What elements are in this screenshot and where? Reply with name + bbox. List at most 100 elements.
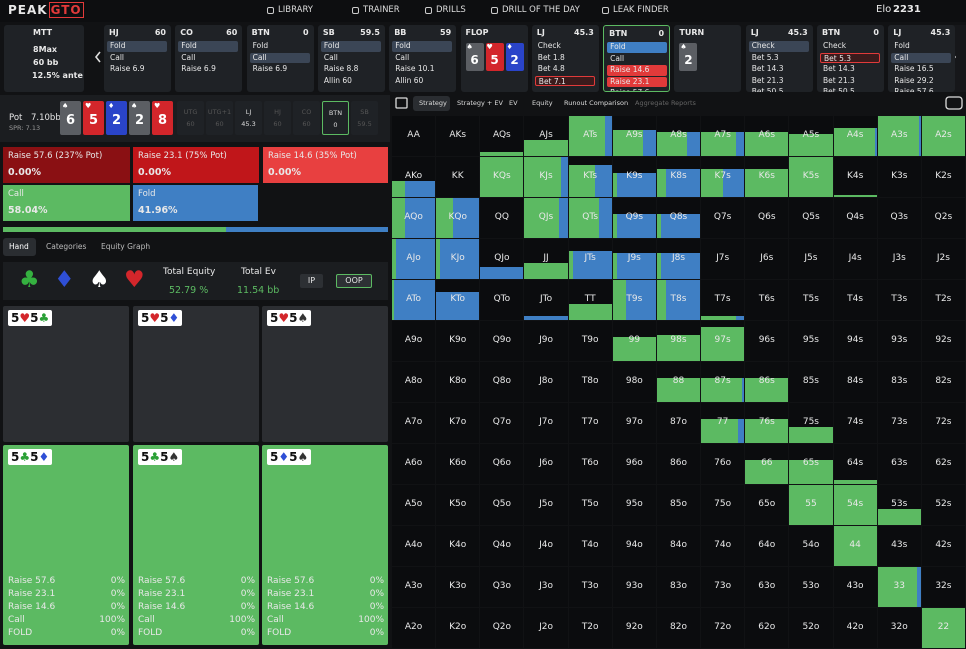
hand-cell[interactable]: K3s <box>877 157 921 197</box>
hand-cell[interactable]: 95s <box>789 321 833 361</box>
hand-cell[interactable]: 52o <box>789 608 833 648</box>
hand-cell[interactable]: K9s <box>612 157 656 197</box>
hand-cell[interactable]: J3o <box>524 567 568 607</box>
hand-cell[interactable]: 98o <box>612 362 656 402</box>
hand-cell[interactable]: J8o <box>524 362 568 402</box>
nav-link[interactable]: TRAINER <box>363 5 400 15</box>
hand-cell[interactable]: T6s <box>745 280 789 320</box>
hand-cell[interactable]: AQs <box>480 116 524 156</box>
hand-cell[interactable]: J6s <box>745 239 789 279</box>
action[interactable]: Bet 4.8 <box>537 64 565 73</box>
hand-cell[interactable]: Q9s <box>612 198 656 238</box>
hand-cell[interactable]: K5o <box>436 485 480 525</box>
hand-cell[interactable]: A6s <box>745 116 789 156</box>
position-button[interactable]: OOP <box>336 274 372 288</box>
hand-cell[interactable]: 65o <box>745 485 789 525</box>
nav-link[interactable]: DRILLS <box>436 5 466 15</box>
hand-cell[interactable]: K7s <box>701 157 745 197</box>
action-card[interactable]: BTN 0 Fold Call Raise 6.9 <box>246 25 314 92</box>
view-tab[interactable]: Strategy + EV <box>457 99 503 107</box>
hand-cell[interactable]: T2s <box>921 280 965 320</box>
hand-cell[interactable]: T4s <box>833 280 877 320</box>
hand-cell[interactable]: A8o <box>392 362 436 402</box>
hand-cell[interactable]: T7s <box>701 280 745 320</box>
hand-cell[interactable]: QTo <box>480 280 524 320</box>
hand-cell[interactable]: 97o <box>612 403 656 443</box>
hand-cell[interactable]: 42o <box>833 608 877 648</box>
hand-cell[interactable]: 33 <box>877 567 921 607</box>
hand-cell[interactable]: Q5s <box>789 198 833 238</box>
hand-cell[interactable]: 63o <box>745 567 789 607</box>
hand-cell[interactable]: 74o <box>701 526 745 566</box>
action[interactable]: Allin 60 <box>395 75 424 85</box>
action[interactable]: Bet 7.1 <box>534 75 595 86</box>
action[interactable]: Bet 5.3 <box>751 52 779 62</box>
action[interactable]: Raise 57.6 <box>894 87 934 92</box>
hand-cell[interactable]: 22 <box>921 608 965 648</box>
hand-cell[interactable]: 65s <box>789 444 833 484</box>
hand-cell[interactable]: ATo <box>392 280 436 320</box>
hand-cell[interactable]: KTo <box>436 280 480 320</box>
hand-cell[interactable]: A3s <box>877 116 921 156</box>
tab[interactable]: Categories <box>46 242 87 251</box>
suit-filter[interactable]: ♠ <box>89 267 110 293</box>
hand-cell[interactable]: K2o <box>436 608 480 648</box>
hand-cell[interactable]: Q9o <box>480 321 524 361</box>
hand-cell[interactable]: K8o <box>436 362 480 402</box>
action[interactable]: Call <box>395 52 410 62</box>
tab[interactable]: Hand <box>9 242 29 251</box>
hand-cell[interactable]: 87o <box>656 403 701 443</box>
nav-link[interactable]: LEAK FINDER <box>613 5 669 15</box>
action[interactable]: Bet 50.5 <box>823 87 855 92</box>
action[interactable]: Raise 6.9 <box>110 64 145 73</box>
hand-cell[interactable]: Q2o <box>480 608 524 648</box>
action[interactable]: Check <box>748 41 809 52</box>
action[interactable]: Bet 14.3 <box>751 64 784 73</box>
hand-cell[interactable]: 93s <box>877 321 921 361</box>
hand-cell[interactable]: Q3o <box>480 567 524 607</box>
hand-cell[interactable]: J8s <box>656 239 701 279</box>
hand-cell[interactable]: Q7o <box>480 403 524 443</box>
hand-cell[interactable]: 72s <box>921 403 965 443</box>
nav-link[interactable]: DRILL OF THE DAY <box>502 5 580 15</box>
view-tab[interactable]: EV <box>509 99 518 107</box>
hand-cell[interactable]: A7s <box>701 116 745 156</box>
hand-cell[interactable]: T3s <box>877 280 921 320</box>
hand-cell[interactable]: KTs <box>568 157 612 197</box>
action[interactable]: Call <box>110 52 125 62</box>
hand-cell[interactable]: 88 <box>656 362 701 402</box>
hand-cell[interactable]: K4o <box>436 526 480 566</box>
hand-cell[interactable]: A4s <box>833 116 877 156</box>
hand-cell[interactable]: 53o <box>789 567 833 607</box>
hand-cell[interactable]: AJs <box>524 116 568 156</box>
suit-filter[interactable]: ♣ <box>19 267 40 293</box>
action[interactable]: Raise 6.9 <box>252 64 288 73</box>
hand-cell[interactable]: Q8o <box>480 362 524 402</box>
hand-cell[interactable]: K6s <box>745 157 789 197</box>
hand-cell[interactable]: QQ <box>480 198 524 238</box>
hand-cell[interactable]: J5o <box>524 485 568 525</box>
hand-cell[interactable]: 99 <box>612 321 656 361</box>
hand-cell[interactable]: KK <box>436 157 480 197</box>
tab[interactable]: Equity Graph <box>101 242 151 251</box>
hand-cell[interactable]: K2s <box>921 157 965 197</box>
hand-cell[interactable]: 42s <box>921 526 965 566</box>
hand-cell[interactable]: T5o <box>568 485 612 525</box>
hand-cell[interactable]: A2s <box>921 116 965 156</box>
hand-cell[interactable]: 84s <box>833 362 877 402</box>
hand-cell[interactable]: 74s <box>833 403 877 443</box>
hand-cell[interactable]: Q3s <box>877 198 921 238</box>
hand-cell[interactable]: 32o <box>877 608 921 648</box>
action[interactable]: Fold <box>178 41 239 52</box>
hand-cell[interactable]: 77 <box>701 403 745 443</box>
hand-cell[interactable]: 94o <box>612 526 656 566</box>
hand-cell[interactable]: ATs <box>568 116 612 156</box>
panel-icon[interactable] <box>395 97 408 109</box>
hand-cell[interactable]: 63s <box>877 444 921 484</box>
hand-cell[interactable]: Q8s <box>656 198 701 238</box>
hand-cell[interactable]: K3o <box>436 567 480 607</box>
hand-cell[interactable]: 86s <box>745 362 789 402</box>
action[interactable]: Raise 57.6 <box>607 88 667 91</box>
action[interactable]: Raise 29.2 <box>894 75 934 85</box>
hand-cell[interactable]: 54o <box>789 526 833 566</box>
